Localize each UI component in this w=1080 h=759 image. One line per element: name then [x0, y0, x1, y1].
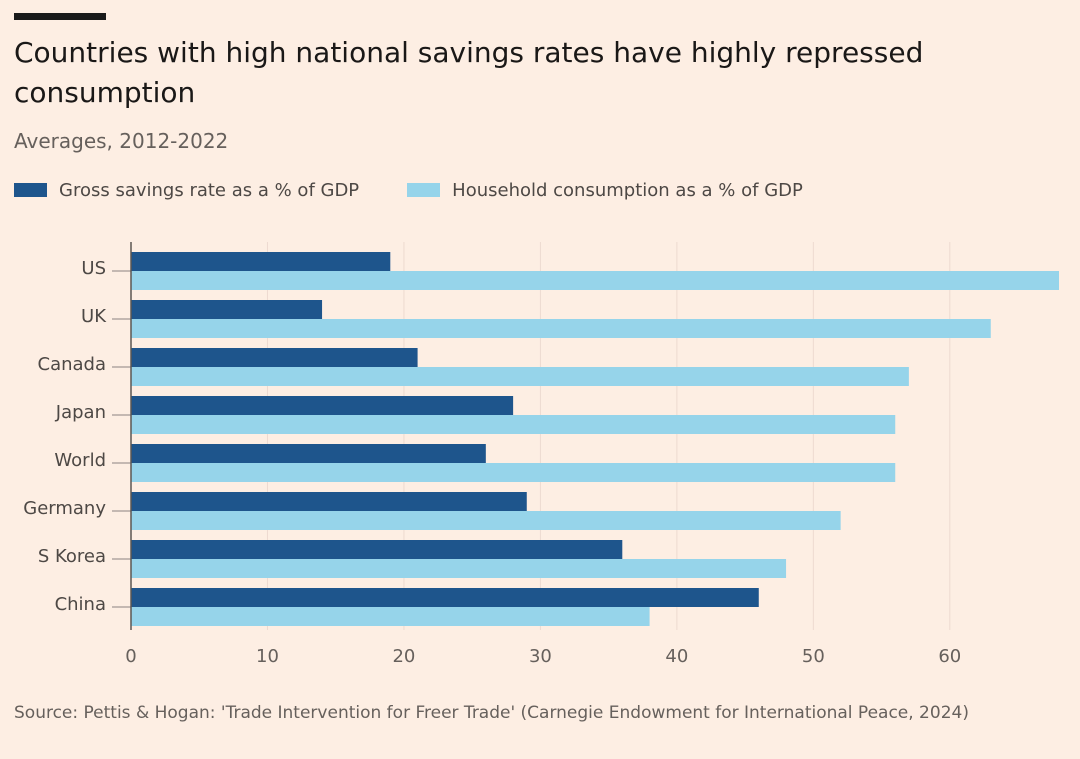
- consumption-bar: [131, 463, 896, 482]
- consumption-bar: [131, 607, 650, 626]
- legend-label-savings: Gross savings rate as a % of GDP: [59, 179, 360, 201]
- x-tick-label: 20: [392, 646, 415, 667]
- savings-bar: [131, 540, 623, 559]
- chart-subtitle: Averages, 2012-2022: [14, 129, 229, 153]
- consumption-bar: [131, 271, 1059, 290]
- savings-bar: [131, 300, 323, 319]
- savings-bar: [131, 492, 527, 511]
- category-label: World: [54, 450, 106, 471]
- top-rule: [14, 13, 106, 20]
- category-label: Japan: [55, 402, 106, 423]
- category-label: Germany: [23, 498, 106, 519]
- savings-bar: [131, 444, 486, 463]
- category-label: Canada: [38, 354, 107, 375]
- chart-legend: Gross savings rate as a % of GDP Househo…: [14, 176, 851, 204]
- source-note: Source: Pettis & Hogan: 'Trade Intervent…: [14, 703, 969, 723]
- chart-title: Countries with high national savings rat…: [14, 36, 924, 109]
- legend-item-consumption: Household consumption as a % of GDP: [407, 180, 803, 201]
- category-label: US: [81, 258, 106, 279]
- consumption-bar: [131, 367, 909, 386]
- x-tick-label: 10: [256, 646, 279, 667]
- savings-bar: [131, 252, 391, 271]
- savings-bar: [131, 588, 759, 607]
- legend-swatch-consumption: [407, 183, 441, 197]
- x-tick-label: 30: [529, 646, 552, 667]
- bar-chart: US UK Canada Japan World Germany S Korea China 0…: [23, 242, 1059, 667]
- savings-bar: [131, 396, 514, 415]
- category-label: S Korea: [38, 546, 106, 567]
- x-tick-label: 40: [665, 646, 688, 667]
- category-label: UK: [81, 306, 107, 327]
- x-tick-label: 60: [938, 646, 961, 667]
- x-tick-label: 50: [802, 646, 825, 667]
- legend-item-savings: Gross savings rate as a % of GDP: [14, 180, 359, 201]
- consumption-bar: [131, 415, 896, 434]
- legend-label-consumption: Household consumption as a % of GDP: [452, 179, 803, 201]
- consumption-bar: [131, 559, 787, 578]
- consumption-bar: [131, 319, 991, 338]
- consumption-bar: [131, 511, 841, 530]
- savings-bar: [131, 348, 418, 367]
- category-label: China: [55, 594, 106, 615]
- x-tick-label: 0: [125, 646, 136, 667]
- legend-swatch-savings: [14, 183, 47, 197]
